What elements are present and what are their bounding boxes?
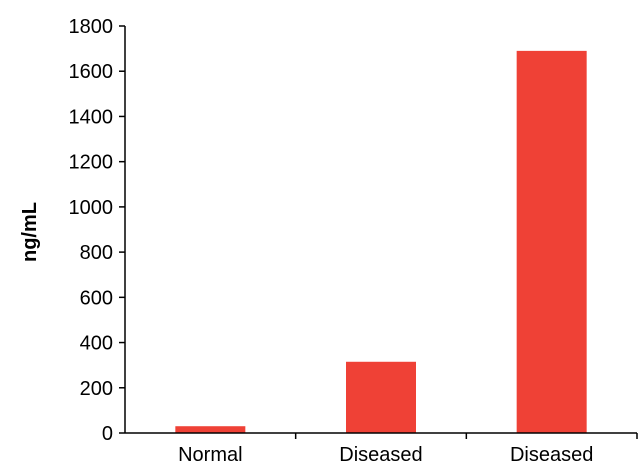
bar bbox=[346, 361, 416, 433]
y-tick-label: 1400 bbox=[69, 106, 114, 128]
y-tick-label: 1800 bbox=[69, 16, 114, 38]
y-tick-label: 0 bbox=[102, 423, 113, 445]
x-tick-label: Diseased bbox=[339, 444, 422, 466]
y-tick-label: 200 bbox=[80, 378, 113, 400]
y-tick-label: 1600 bbox=[69, 61, 114, 83]
y-axis-ticks: 0 200 400 600 800 1000 1200 1400 1600 1800 bbox=[69, 16, 125, 445]
bar bbox=[175, 426, 246, 433]
x-axis-ticks: Normal Diseased Diseased bbox=[178, 433, 638, 466]
y-tick-label: 1000 bbox=[69, 197, 114, 219]
y-tick-label: 800 bbox=[80, 242, 113, 264]
y-axis-label: ng/mL bbox=[19, 202, 41, 262]
y-tick-label: 400 bbox=[80, 333, 113, 355]
y-tick-label: 1200 bbox=[69, 152, 114, 174]
bar bbox=[516, 50, 587, 433]
x-tick-label: Diseased bbox=[510, 444, 593, 466]
x-tick-label: Normal bbox=[178, 444, 242, 466]
y-tick-label: 600 bbox=[80, 287, 113, 309]
bars bbox=[175, 50, 587, 433]
